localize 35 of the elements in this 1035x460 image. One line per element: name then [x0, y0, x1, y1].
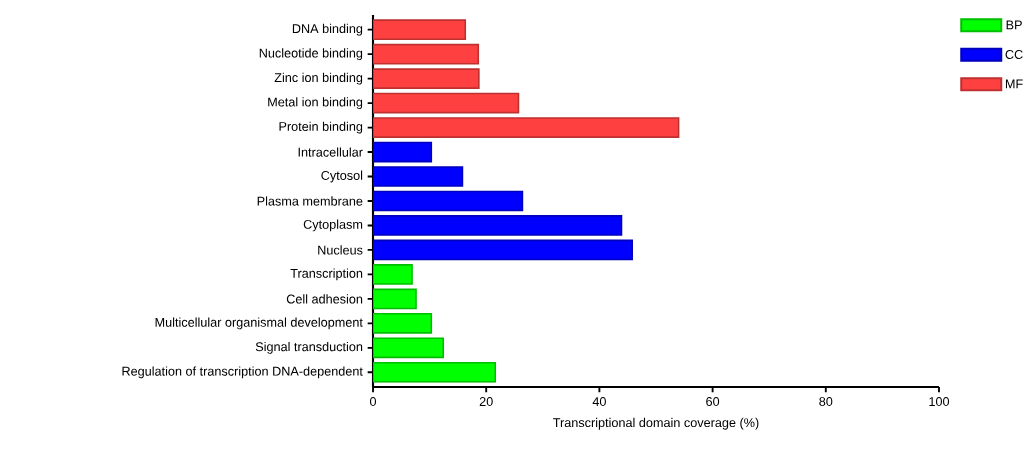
- y-tick-label: Metal ion binding: [268, 97, 363, 110]
- y-tick-label: Cytosol: [321, 170, 363, 183]
- bar: [373, 92, 520, 114]
- bar: [373, 43, 480, 65]
- y-tick-label: Cell adhesion: [286, 294, 363, 304]
- y-tick-label: Multicellular organismal development: [155, 317, 363, 330]
- y-tick-label: Cytoplasm: [303, 219, 363, 232]
- legend-label: BP: [1006, 20, 1022, 30]
- x-tick-label: 100: [929, 397, 950, 406]
- y-tick-label: Signal transduction: [255, 341, 363, 354]
- bar: [373, 239, 634, 261]
- y-tick-label: Nucleotide binding: [259, 48, 363, 61]
- y-tick-label: Nucleus: [318, 245, 363, 255]
- y-tick-label: Plasma membrane: [257, 196, 363, 206]
- bar: [373, 141, 433, 163]
- y-tick-label: Regulation of transcription DNA-dependent: [122, 366, 363, 379]
- x-tick-label: 20: [479, 397, 493, 406]
- x-axis-title: Transcriptional domain coverage (%): [553, 417, 759, 430]
- bar: [373, 337, 444, 359]
- bar: [373, 361, 497, 383]
- x-tick-label: 40: [592, 397, 606, 406]
- legend-label: CC: [1005, 49, 1023, 59]
- bar: [373, 313, 433, 334]
- x-tick-label: 0: [369, 397, 377, 406]
- x-tick-label: 60: [706, 397, 720, 406]
- y-tick-label: Protein binding: [279, 121, 363, 134]
- bar: [373, 288, 417, 310]
- legend-label: MF: [1005, 79, 1023, 89]
- x-tick-label: 80: [819, 397, 833, 406]
- y-tick-label: Zinc ion binding: [274, 72, 363, 85]
- y-tick-label: Transcription: [290, 268, 363, 281]
- bar: [373, 190, 524, 212]
- y-tick-label: DNA binding: [292, 23, 363, 36]
- y-tick-label: Intracellular: [298, 147, 363, 157]
- bar: [373, 264, 413, 285]
